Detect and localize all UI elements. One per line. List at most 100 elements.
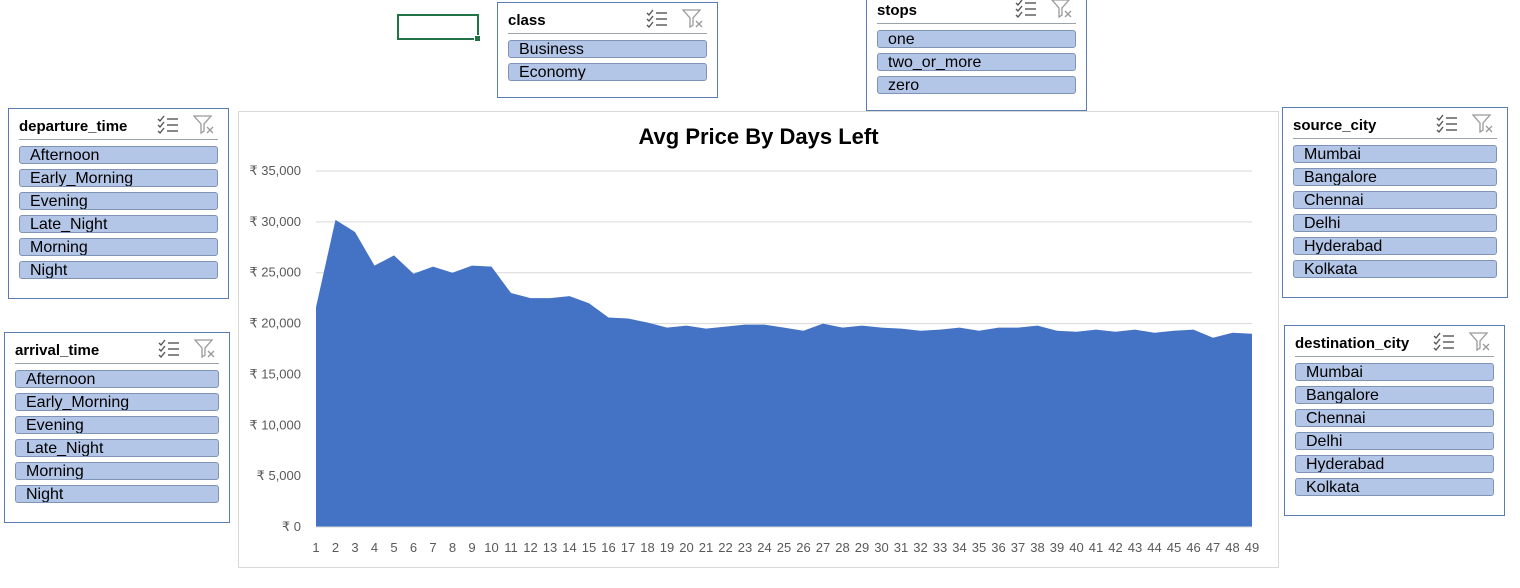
slicer-item[interactable]: Night <box>19 261 218 279</box>
multi-select-icon[interactable] <box>1435 113 1459 135</box>
clear-filter-icon[interactable] <box>1471 113 1495 135</box>
x-tick-label: 1 <box>312 540 319 555</box>
slicer-source-city: source_city Mumbai Bangalore Chennai Delhi H… <box>1282 107 1508 298</box>
x-tick-label: 18 <box>640 540 654 555</box>
slicer-item[interactable]: Late_Night <box>15 439 219 457</box>
y-tick-label: ₹ 5,000 <box>257 468 301 483</box>
slicer-item[interactable]: zero <box>877 76 1076 94</box>
x-tick-label: 22 <box>718 540 732 555</box>
slicer-item[interactable]: Delhi <box>1293 214 1497 232</box>
slicer-item[interactable]: Kolkata <box>1293 260 1497 278</box>
slicer-title: stops <box>877 2 918 19</box>
multi-select-icon[interactable] <box>156 114 180 136</box>
slicer-item[interactable]: Chennai <box>1293 191 1497 209</box>
slicer-item[interactable]: Late_Night <box>19 215 218 233</box>
area-series <box>316 219 1252 527</box>
clear-filter-icon[interactable] <box>681 8 705 30</box>
x-tick-label: 12 <box>523 540 537 555</box>
x-tick-label: 27 <box>816 540 830 555</box>
slicer-title: class <box>508 12 546 29</box>
multi-select-icon[interactable] <box>645 8 669 30</box>
clear-filter-icon[interactable] <box>192 114 216 136</box>
slicer-header: source_city <box>1293 108 1497 139</box>
slicer-item[interactable]: Economy <box>508 63 707 81</box>
slicer-items: Mumbai Bangalore Chennai Delhi Hyderabad Kolk… <box>1295 363 1494 496</box>
x-tick-label: 35 <box>972 540 986 555</box>
slicer-item[interactable]: one <box>877 30 1076 48</box>
x-tick-label: 25 <box>777 540 791 555</box>
slicer-item[interactable]: Mumbai <box>1293 145 1497 163</box>
x-tick-label: 43 <box>1128 540 1142 555</box>
slicer-item[interactable]: Hyderabad <box>1295 455 1494 473</box>
y-tick-label: ₹ 30,000 <box>249 214 301 229</box>
slicer-item[interactable]: Chennai <box>1295 409 1494 427</box>
slicer-item[interactable]: Early_Morning <box>15 393 219 411</box>
x-tick-label: 17 <box>621 540 635 555</box>
x-tick-label: 3 <box>351 540 358 555</box>
clear-filter-icon[interactable] <box>1468 331 1492 353</box>
slicer-item[interactable]: Evening <box>15 416 219 434</box>
x-tick-label: 44 <box>1147 540 1161 555</box>
x-tick-label: 38 <box>1030 540 1044 555</box>
x-tick-label: 37 <box>1011 540 1025 555</box>
slicer-item[interactable]: Bangalore <box>1293 168 1497 186</box>
x-tick-label: 40 <box>1069 540 1083 555</box>
clear-filter-icon[interactable] <box>1050 0 1074 20</box>
slicer-header: class <box>508 3 707 34</box>
slicer-arrival-time: arrival_time Afternoon Early_Morning Eveni… <box>4 332 230 523</box>
x-tick-label: 31 <box>894 540 908 555</box>
slicer-item[interactable]: two_or_more <box>877 53 1076 71</box>
x-tick-label: 33 <box>933 540 947 555</box>
slicer-item[interactable]: Bangalore <box>1295 386 1494 404</box>
slicer-item[interactable]: Delhi <box>1295 432 1494 450</box>
chart-area[interactable]: Avg Price By Days Left ₹ 35,000 ₹ 30,000 ₹… <box>238 111 1279 568</box>
x-tick-label: 49 <box>1245 540 1259 555</box>
clear-filter-icon[interactable] <box>193 338 217 360</box>
multi-select-icon[interactable] <box>1432 331 1456 353</box>
slicer-item[interactable]: Mumbai <box>1295 363 1494 381</box>
slicer-item[interactable]: Business <box>508 40 707 58</box>
slicer-destination-city: destination_city Mumbai Bangalore Chennai D… <box>1284 325 1505 516</box>
multi-select-icon[interactable] <box>157 338 181 360</box>
selected-cell[interactable] <box>397 14 481 42</box>
slicer-title: destination_city <box>1295 335 1410 352</box>
slicer-item[interactable]: Hyderabad <box>1293 237 1497 255</box>
x-tick-label: 4 <box>371 540 378 555</box>
chart-title: Avg Price By Days Left <box>638 124 879 149</box>
x-tick-label: 48 <box>1225 540 1239 555</box>
x-tick-label: 26 <box>796 540 810 555</box>
slicer-header: departure_time <box>19 109 218 140</box>
area-chart: ₹ 35,000 ₹ 30,000 ₹ 25,000 ₹ 20,000 ₹ 15,000… <box>249 163 1259 555</box>
y-tick-label: ₹ 25,000 <box>249 265 301 280</box>
slicer-item[interactable]: Early_Morning <box>19 169 218 187</box>
slicer-item[interactable]: Afternoon <box>15 370 219 388</box>
x-tick-label: 7 <box>429 540 436 555</box>
slicer-item[interactable]: Morning <box>19 238 218 256</box>
x-tick-label: 2 <box>332 540 339 555</box>
slicer-header: arrival_time <box>15 333 219 364</box>
y-tick-label: ₹ 0 <box>282 519 301 534</box>
slicer-items: Business Economy <box>508 40 707 81</box>
x-tick-label: 32 <box>913 540 927 555</box>
slicer-item[interactable]: Afternoon <box>19 146 218 164</box>
x-tick-label: 16 <box>601 540 615 555</box>
slicer-header: stops <box>877 0 1076 24</box>
x-tick-label: 39 <box>1050 540 1064 555</box>
slicer-item[interactable]: Kolkata <box>1295 478 1494 496</box>
multi-select-icon[interactable] <box>1014 0 1038 20</box>
x-tick-label: 11 <box>504 540 518 555</box>
slicer-item[interactable]: Evening <box>19 192 218 210</box>
slicer-item[interactable]: Night <box>15 485 219 503</box>
slicer-title: departure_time <box>19 118 128 135</box>
x-tick-label: 47 <box>1206 540 1220 555</box>
slicer-class: class Business Economy <box>497 2 718 98</box>
x-tick-label: 21 <box>699 540 713 555</box>
x-tick-label: 41 <box>1089 540 1103 555</box>
slicer-item[interactable]: Morning <box>15 462 219 480</box>
x-tick-label: 24 <box>757 540 771 555</box>
slicer-header: destination_city <box>1295 326 1494 357</box>
x-tick-label: 23 <box>738 540 752 555</box>
x-tick-label: 13 <box>543 540 557 555</box>
